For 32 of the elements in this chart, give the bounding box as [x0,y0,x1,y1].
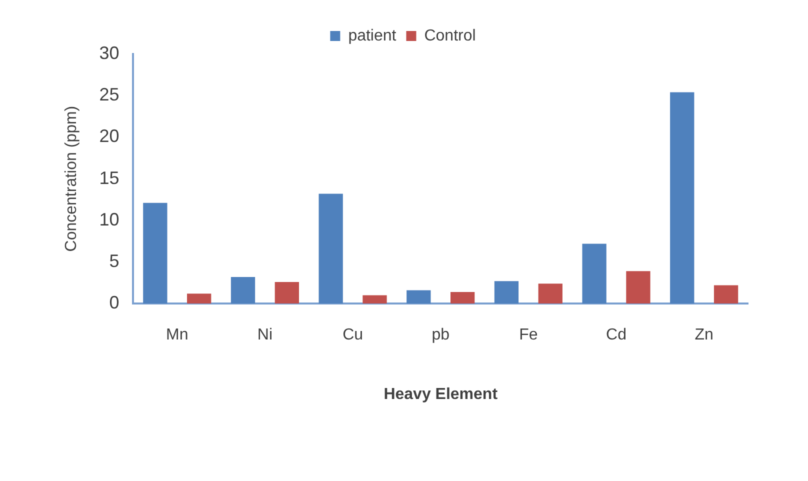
x-tick-label: Cd [606,326,626,344]
y-tick-label: 10 [99,209,120,230]
bar [670,92,694,304]
bar [274,282,299,304]
bar [406,290,431,304]
x-tick-label: Ni [257,326,273,344]
y-tick-label: 30 [99,42,120,63]
bar [626,271,650,304]
bar [538,284,562,304]
x-tick-label: Zn [694,326,714,344]
x-tick-label: Fe [519,326,538,344]
bar [582,244,606,304]
bar [187,294,212,304]
x-tick-label: Mn [166,326,188,344]
bar [714,285,738,304]
bar [494,281,519,304]
bar [143,202,168,304]
y-tick-label: 25 [99,84,120,105]
x-tick-label: pb [432,326,450,344]
bar [450,292,475,304]
x-tick-label: Cu [342,326,364,344]
bar [362,295,387,304]
bar [318,194,343,304]
legend-label: Control [424,27,476,44]
legend-label: patient [348,27,397,44]
y-axis-title: Concentration (ppm) [63,106,80,252]
y-tick-label: 15 [99,168,120,188]
y-tick-label: 5 [109,250,120,271]
y-tick-label: 0 [109,292,120,313]
x-axis-title: Heavy Element [384,386,498,403]
y-tick-label: 20 [99,126,120,146]
bar [230,276,256,304]
